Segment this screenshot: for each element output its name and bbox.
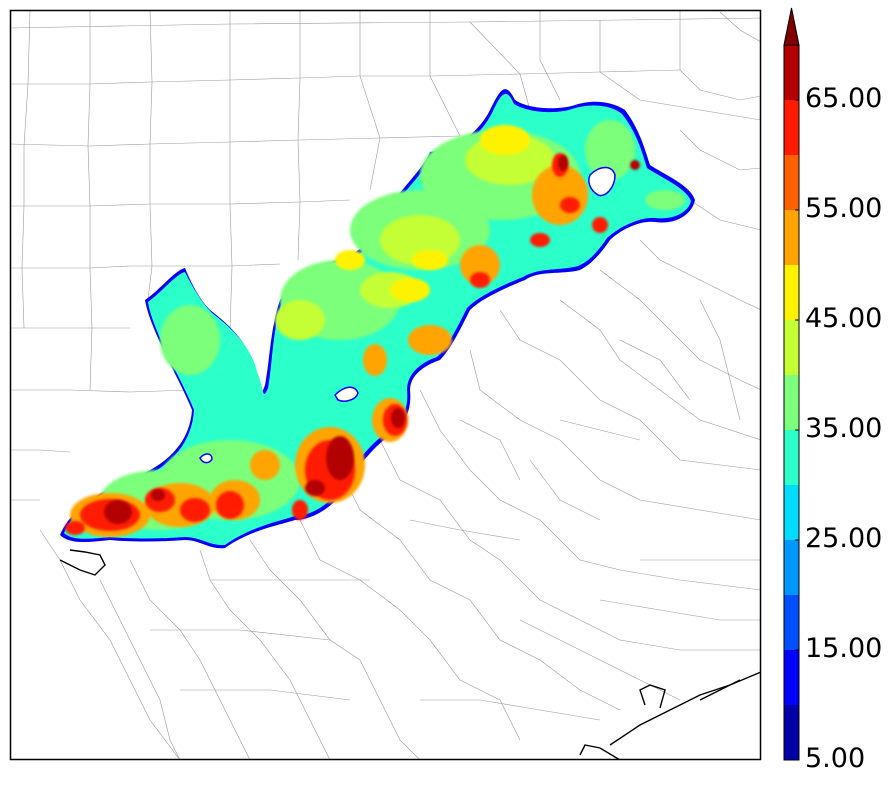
colorbar-bin [784, 100, 799, 155]
colorbar-tick-label: 45.00 [805, 303, 883, 334]
colorbar [783, 7, 800, 761]
colorbar-bin [784, 210, 799, 265]
colorbar-bin [784, 430, 799, 485]
colorbar-tick-label: 65.00 [805, 83, 883, 114]
colorbar-tick-label: 55.00 [805, 193, 883, 224]
coastline [59, 549, 761, 760]
colorbar-bin [784, 485, 799, 540]
colorbar-bin [784, 595, 799, 650]
colorbar-bin [784, 320, 799, 375]
colorbar-bin [784, 650, 799, 705]
colorbar-bin [784, 375, 799, 430]
colorbar-bin [784, 155, 799, 210]
colorbar-outline [783, 44, 800, 761]
colorbar-extend-arrow [783, 7, 800, 46]
map-border [9, 9, 762, 761]
colorbar-bin [784, 265, 799, 320]
colorbar-bin [784, 705, 799, 760]
county-boundaries [10, 10, 761, 760]
colorbar-tick-label: 25.00 [805, 523, 883, 554]
precip-field [60, 89, 695, 549]
colorbar-tick-label: 5.00 [805, 743, 866, 774]
colorbar-tick-label: 35.00 [805, 413, 883, 444]
colorbar-bin [784, 45, 799, 100]
colorbar-tick-label: 15.00 [805, 633, 883, 664]
colorbar-bin [784, 540, 799, 595]
